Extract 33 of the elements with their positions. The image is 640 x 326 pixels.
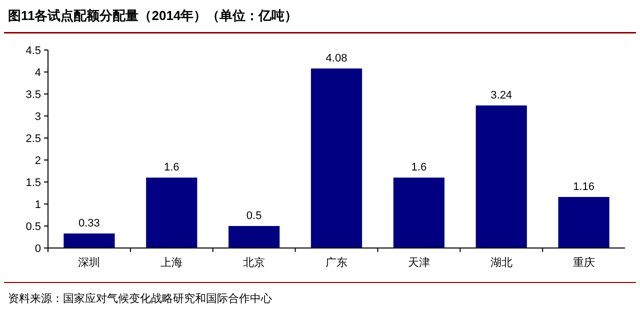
x-tick-label: 湖北 xyxy=(490,256,512,269)
bar xyxy=(393,178,444,248)
x-tick-label: 天津 xyxy=(408,256,430,269)
x-tick-label: 深圳 xyxy=(78,256,100,269)
data-label: 0.5 xyxy=(246,210,262,222)
text: 资料来源：国家应对气候变化战略研究和国际合作中心 xyxy=(8,292,272,305)
data-label: 1.16 xyxy=(573,180,594,193)
x-tick-label: 上海 xyxy=(160,256,183,269)
x-tick-label: 北京 xyxy=(243,256,266,269)
y-tick-label: 4.5 xyxy=(26,44,41,57)
x-tick-label: 广东 xyxy=(326,256,348,269)
y-tick-label: 1.5 xyxy=(26,176,41,189)
bar xyxy=(310,68,362,248)
bar xyxy=(146,178,198,248)
bar xyxy=(558,196,610,248)
data-label: 4.08 xyxy=(326,52,348,64)
bar xyxy=(228,226,280,248)
y-tick-label: 2 xyxy=(34,154,41,167)
y-tick-label: 2.5 xyxy=(26,132,41,145)
y-tick-label: 3 xyxy=(34,110,41,123)
bar xyxy=(476,105,527,248)
data-label: 3.24 xyxy=(490,89,512,102)
data-label: 1.6 xyxy=(411,162,427,174)
bar xyxy=(64,233,115,248)
x-tick-label: 重庆 xyxy=(572,256,595,269)
chart-title: 图11各试点配额分配量（2014年）（单位：亿吨） xyxy=(8,8,298,23)
y-tick-label: 1 xyxy=(34,198,41,211)
y-tick-label: 4 xyxy=(34,66,41,79)
y-tick-label: 0.5 xyxy=(26,220,41,233)
y-tick-label: 0 xyxy=(34,242,41,255)
data-label: 0.33 xyxy=(78,217,100,230)
y-tick-label: 3.5 xyxy=(26,88,41,101)
data-label: 1.6 xyxy=(164,162,180,174)
